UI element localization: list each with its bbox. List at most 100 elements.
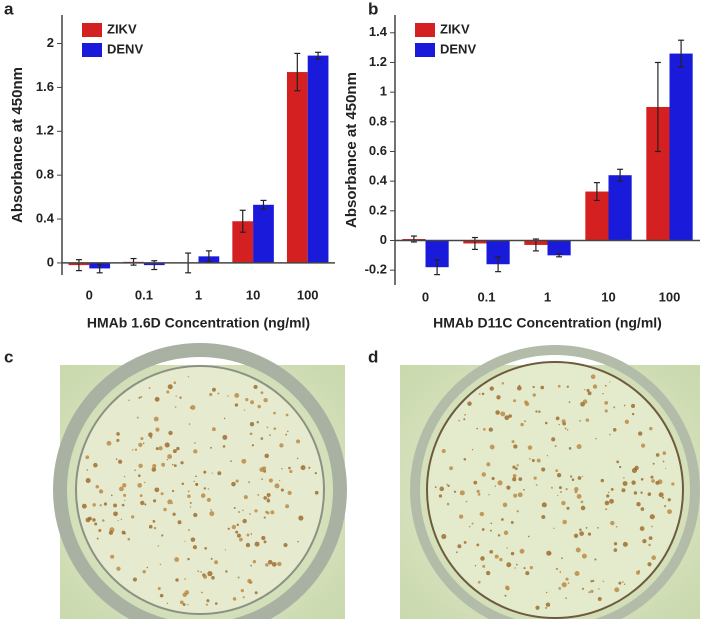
plaque [166,602,169,604]
plaque [516,464,519,467]
plaque [273,411,276,415]
plaque [545,602,551,607]
plaque [573,533,579,538]
plaque [138,474,141,478]
plaque [489,550,494,554]
x-tick-label: 100 [659,289,681,304]
plaque [561,419,566,424]
plaque [160,492,164,496]
plaque [174,557,180,562]
plaque [663,504,667,508]
plaque [85,477,91,484]
error-bar [75,259,82,272]
plaque [184,540,186,542]
plaque [172,463,174,466]
plaque [559,486,562,490]
plaque [245,542,251,548]
plaque [143,481,146,484]
plaque [232,597,237,601]
plaque [482,564,486,568]
plaque [489,529,492,532]
plaque [263,496,268,500]
plaque [157,587,161,591]
plaque [651,555,657,561]
plaque [154,396,160,402]
plaque [529,458,531,460]
plaque [489,386,494,391]
plaque [236,523,240,527]
plaque [491,476,495,481]
plaque [565,577,569,581]
plaque [158,446,163,451]
plaque [579,531,584,536]
plaque [574,486,579,492]
y-tick-label: 0.4 [36,210,55,225]
plaque [556,473,562,478]
plaque [553,527,555,530]
plaque [497,534,501,537]
plaque [243,409,246,411]
plaque [535,605,540,610]
plaque [118,459,123,464]
plaque [263,397,268,403]
plaque [434,486,437,489]
plaque [103,502,108,506]
plaque [131,515,135,519]
y-tick-label: 1.4 [369,24,388,39]
legend-swatch [415,23,435,37]
plaque [224,549,226,551]
y-tick-label: 0.2 [369,202,387,217]
plaque [458,514,464,519]
plaque [192,545,198,550]
y-tick-label: 1.2 [369,54,387,69]
plaque [209,392,213,397]
plaque [243,495,248,500]
plaque [613,542,618,546]
plaque [267,559,273,565]
plaque [441,534,447,540]
plaque [587,532,592,536]
plaque [568,447,572,450]
plaque [545,606,548,609]
plaque [260,437,264,440]
plaque [555,469,559,472]
panel-label: b [368,0,378,18]
plaque [167,454,173,460]
plaque [574,571,580,577]
plaque [203,470,207,474]
plaque [225,570,228,573]
plaque [638,431,643,436]
plaque [471,449,474,451]
error-bar [593,182,600,202]
plaque [181,482,184,486]
x-tick-label: 10 [246,287,260,302]
plaque [138,396,141,399]
plaque [592,384,598,389]
plaque [179,396,182,399]
plaque [551,437,556,442]
plaque [500,411,506,417]
plaque [211,387,216,392]
plaque [214,602,218,605]
plaque [499,557,503,562]
plaque [565,597,568,600]
plaque [495,410,500,415]
plaque [241,458,247,464]
plaque [153,526,157,530]
plaque [458,419,460,422]
plaque [576,444,582,450]
plaque [513,493,518,498]
plaque [172,449,177,454]
y-tick-label: 0.8 [369,113,387,128]
plaque [250,564,252,567]
plaque [173,381,177,385]
bar [232,221,254,263]
plaque [217,392,220,395]
error-bar [617,168,624,182]
plaque [640,491,643,494]
plaque [271,561,277,567]
plaque [136,416,139,419]
plaque [187,604,189,606]
plaque [106,440,112,446]
